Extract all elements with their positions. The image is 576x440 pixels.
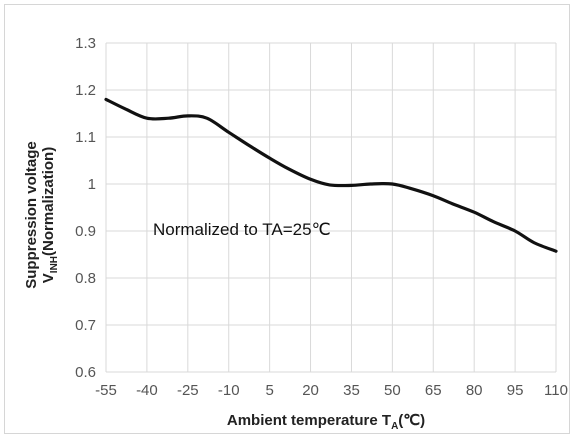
y-tick-label: 1.2	[75, 82, 96, 99]
x-tick-label: 5	[265, 382, 273, 399]
y-tick-label: 1	[88, 176, 96, 193]
y-tick-label: 1.1	[75, 129, 96, 146]
y-axis-title-unit: (Normalization)	[40, 147, 57, 256]
x-tick-label: 110	[544, 382, 568, 399]
x-tick-label: 65	[425, 382, 442, 399]
x-axis-title: Ambient temperature TA(℃)	[227, 412, 425, 432]
y-axis-title-symbol: V	[40, 273, 57, 283]
x-axis-title-main: Ambient temperature T	[227, 412, 391, 429]
y-tick-label: 0.9	[75, 223, 96, 240]
y-axis-title-line1: Suppression voltage	[23, 141, 40, 289]
x-axis-title-unit: (℃)	[398, 412, 425, 429]
vertical-gridlines	[105, 43, 557, 372]
y-axis-title-subscript: INH	[49, 256, 60, 273]
x-tick-label: 80	[466, 382, 483, 399]
x-tick-label: -55	[95, 382, 117, 399]
y-tick-labels: 0.6 0.7 0.8 0.9 1 1.1 1.2 1.3	[75, 35, 96, 381]
horizontal-gridlines	[106, 42, 556, 373]
y-tick-label: 1.3	[75, 35, 96, 52]
y-axis-title: Suppression voltage VINH(Normalization)	[23, 141, 60, 289]
x-tick-label: 95	[507, 382, 524, 399]
x-tick-label: 50	[384, 382, 401, 399]
series-line	[104, 97, 558, 253]
normalization-annotation: Normalized to TA=25℃	[153, 220, 331, 239]
y-tick-label: 0.7	[75, 317, 96, 334]
y-tick-label: 0.6	[75, 364, 96, 381]
chart-frame	[4, 4, 570, 434]
x-tick-label: -10	[218, 382, 240, 399]
y-tick-label: 0.8	[75, 270, 96, 287]
x-tick-label: 35	[343, 382, 360, 399]
y-axis-title-line2: VINH(Normalization)	[40, 147, 60, 283]
x-axis-title-subscript: A	[391, 421, 398, 432]
x-tick-label: -40	[136, 382, 158, 399]
x-tick-label: -25	[177, 382, 199, 399]
x-tick-labels: -55 -40 -25 -10 5 20 35 50 65 80 95 110	[95, 382, 568, 399]
x-tick-label: 20	[302, 382, 319, 399]
